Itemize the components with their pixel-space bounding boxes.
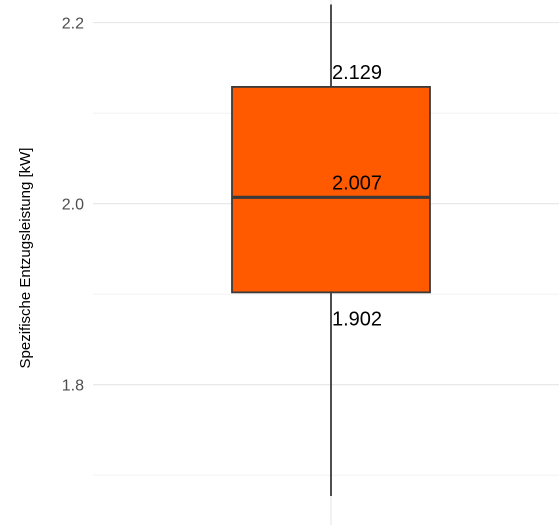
- data-label: 2.007: [332, 172, 382, 194]
- plot-area: 2.129 2.007 1.902: [231, 4, 431, 497]
- y-axis-ticks: 1.8 2.0 2.2: [62, 16, 84, 395]
- data-label: 2.129: [332, 62, 382, 84]
- box-iqr: [231, 85, 431, 294]
- y-tick-label: 2.2: [62, 16, 84, 33]
- y-tick-label: 1.8: [62, 378, 84, 395]
- y-tick-label: 2.0: [62, 197, 84, 214]
- data-label: 1.902: [332, 308, 382, 330]
- y-axis-title: Spezifische Entzugsleistung [kW]: [17, 148, 34, 369]
